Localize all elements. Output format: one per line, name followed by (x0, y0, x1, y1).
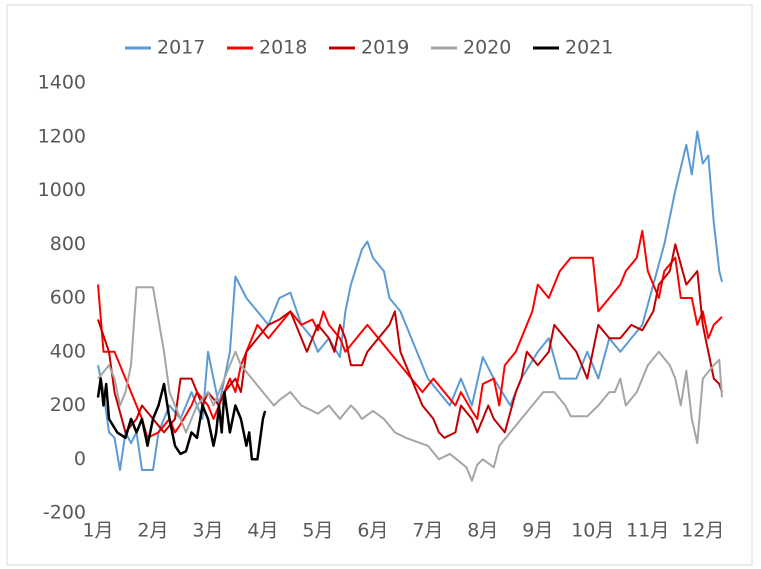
legend-label: 2017 (157, 37, 205, 59)
legend-label: 2021 (565, 37, 613, 59)
series-line (96, 377, 267, 461)
x-tick-label: 6月 (357, 520, 388, 542)
y-tick-label: 400 (50, 340, 86, 362)
x-tick-label: 9月 (522, 520, 553, 542)
chart-frame (6, 4, 753, 566)
x-tick-label: 4月 (247, 520, 278, 542)
y-tick-label: 1200 (38, 125, 86, 147)
x-tick-label: 12月 (681, 520, 724, 542)
y-tick-label: 0 (74, 448, 86, 470)
x-tick-label: 2月 (137, 520, 168, 542)
series-line (97, 286, 723, 482)
y-tick-label: 800 (50, 233, 86, 255)
y-tick-label: 1400 (38, 72, 86, 94)
y-tick-label: 600 (50, 287, 86, 309)
x-tick-label: 7月 (412, 520, 443, 542)
x-tick-label: 3月 (192, 520, 223, 542)
legend-label: 2019 (361, 37, 409, 59)
y-tick-label: -200 (43, 502, 86, 524)
legend-label: 2018 (259, 37, 307, 59)
legend-label: 2020 (463, 37, 511, 59)
y-tick-label: 200 (50, 394, 86, 416)
x-tick-label: 5月 (302, 520, 333, 542)
x-tick-label: 8月 (467, 520, 498, 542)
y-tick-label: 1000 (38, 179, 86, 201)
x-tick-label: 11月 (626, 520, 669, 542)
x-tick-label: 10月 (571, 520, 614, 542)
x-tick-label: 1月 (82, 520, 113, 542)
